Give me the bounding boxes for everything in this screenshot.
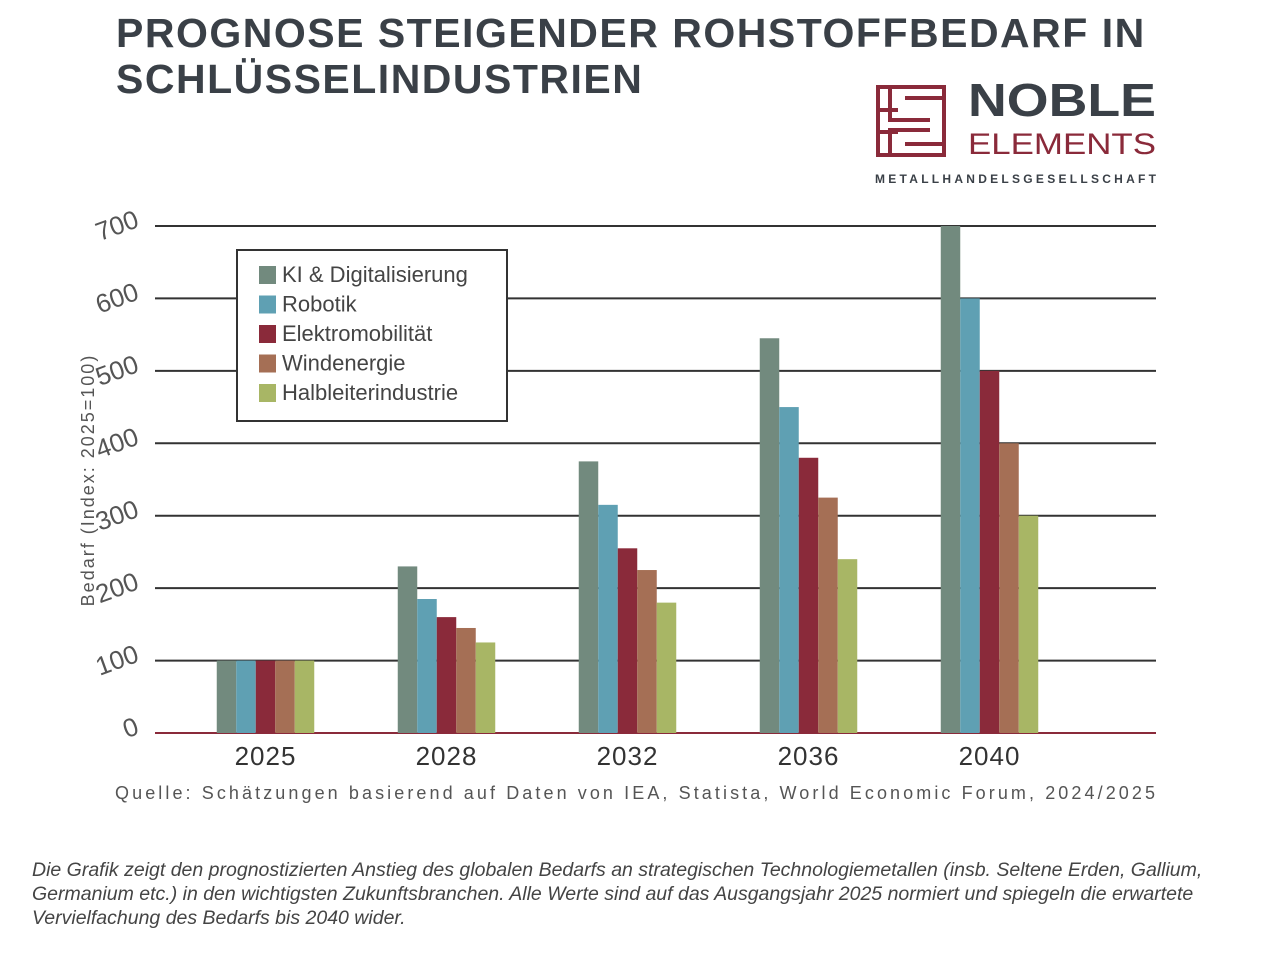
legend-swatch	[259, 384, 276, 402]
description: Die Grafik zeigt den prognostizierten An…	[32, 859, 1203, 929]
bar	[275, 660, 295, 733]
bar	[397, 566, 418, 733]
legend-swatch	[259, 354, 276, 373]
y-tick-label: 400	[91, 421, 142, 464]
y-tick-label: 700	[91, 204, 142, 247]
bar	[940, 226, 961, 733]
bar	[255, 660, 276, 733]
x-tick-label: 2025	[235, 741, 297, 771]
y-tick-label: 0	[119, 711, 143, 744]
legend-label: Elektromobilität	[282, 321, 432, 346]
x-tick-label: 2040	[959, 741, 1021, 771]
bar	[837, 559, 858, 733]
bar	[818, 497, 838, 733]
bar	[1018, 515, 1039, 733]
y-tick-label: 600	[91, 276, 142, 319]
bar	[456, 627, 476, 733]
legend-label: Halbleiterindustrie	[282, 380, 458, 405]
y-tick-label: 100	[91, 638, 142, 681]
legend-swatch	[259, 266, 276, 284]
bar	[436, 617, 457, 733]
bar	[417, 599, 437, 733]
bar	[960, 298, 980, 733]
y-tick-label: 500	[91, 349, 142, 392]
bar	[656, 602, 677, 733]
legend-box	[236, 249, 508, 422]
legend-label: Robotik	[282, 291, 358, 316]
bar	[759, 338, 780, 733]
x-tick-label: 2032	[597, 741, 659, 771]
x-tick-label: 2028	[416, 741, 478, 771]
chart: NOBLE ELEMENTS METALLHANDELSGESELLSCHAFT…	[78, 74, 1157, 803]
x-tick-label: 2036	[778, 741, 840, 771]
bar	[999, 443, 1019, 733]
bar	[779, 407, 799, 733]
legend-label: Windenergie	[282, 350, 406, 375]
legend-label: KI & Digitalisierung	[282, 262, 468, 287]
bar	[216, 660, 237, 733]
y-tick-label: 200	[91, 566, 142, 609]
chart-title: PROGNOSE STEIGENDER ROHSTOFFBEDARF IN SC…	[116, 10, 1146, 102]
y-tick-label: 300	[91, 494, 142, 537]
bar	[617, 548, 638, 733]
logo-name: NOBLE	[968, 74, 1156, 126]
bar	[598, 504, 618, 733]
logo-name: ELEMENTS	[968, 128, 1156, 161]
y-axis-label: Bedarf (Index: 2025=100)	[78, 354, 98, 607]
bar	[236, 660, 256, 733]
source: Quelle: Schätzungen basierend auf Daten …	[115, 783, 1155, 803]
logo-icon	[876, 85, 946, 157]
bar	[979, 370, 1000, 733]
bar	[294, 660, 315, 733]
bar	[637, 570, 657, 733]
legend-swatch	[259, 295, 276, 314]
logo-tagline: METALLHANDELSGESELLSCHAFT	[875, 172, 1157, 186]
bar	[798, 457, 819, 733]
bar	[578, 461, 599, 733]
legend-swatch	[259, 325, 276, 343]
bar	[475, 642, 496, 733]
